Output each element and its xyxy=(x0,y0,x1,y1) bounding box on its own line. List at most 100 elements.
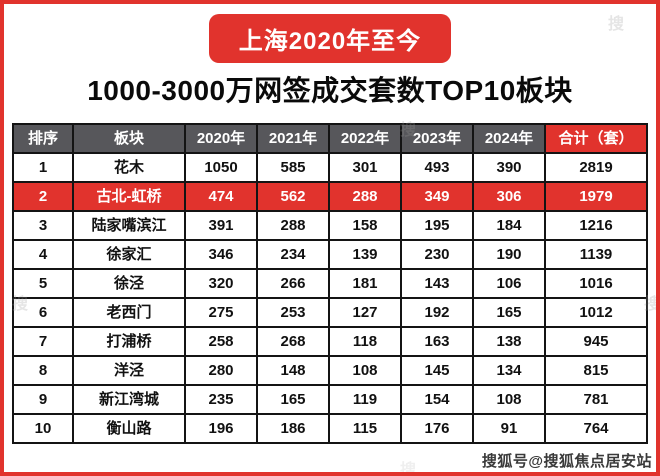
table-cell: 134 xyxy=(472,355,546,386)
table-cell: 徐家汇 xyxy=(72,239,186,270)
table-cell: 115 xyxy=(328,413,402,444)
table-cell: 148 xyxy=(256,355,330,386)
table-row: 4 徐家汇 346 234 139 230 190 1139 xyxy=(12,239,648,270)
table-cell: 洋泾 xyxy=(72,355,186,386)
table-cell: 764 xyxy=(544,413,648,444)
tile-watermark: 搜 xyxy=(400,462,417,476)
table-cell: 1050 xyxy=(184,152,258,183)
table-row: 3 陆家嘴滨江 391 288 158 195 184 1216 xyxy=(12,210,648,241)
table-cell: 5 xyxy=(12,268,74,299)
table-cell: 391 xyxy=(184,210,258,241)
column-header: 2020年 xyxy=(184,123,258,154)
table-cell: 3 xyxy=(12,210,74,241)
table-cell: 349 xyxy=(400,181,474,212)
table-cell: 186 xyxy=(256,413,330,444)
table-cell: 1012 xyxy=(544,297,648,328)
column-header: 2023年 xyxy=(400,123,474,154)
table-row: 7 打浦桥 258 268 118 163 138 945 xyxy=(12,326,648,357)
table-row: 2 古北-虹桥 474 562 288 349 306 1979 xyxy=(12,181,648,212)
table-cell: 781 xyxy=(544,384,648,415)
table-cell: 145 xyxy=(400,355,474,386)
column-header: 2022年 xyxy=(328,123,402,154)
table-cell: 106 xyxy=(472,268,546,299)
column-header: 板块 xyxy=(72,123,186,154)
table-cell: 154 xyxy=(400,384,474,415)
table-row: 9 新江湾城 235 165 119 154 108 781 xyxy=(12,384,648,415)
column-header: 2024年 xyxy=(472,123,546,154)
table-row: 8 洋泾 280 148 108 145 134 815 xyxy=(12,355,648,386)
banner-title: 上海2020年至今 xyxy=(208,14,452,63)
table-cell: 108 xyxy=(328,355,402,386)
table-cell: 139 xyxy=(328,239,402,270)
tile-watermark: 搜 xyxy=(608,16,625,33)
table-cell: 306 xyxy=(472,181,546,212)
table-cell: 打浦桥 xyxy=(72,326,186,357)
table-cell: 古北-虹桥 xyxy=(72,181,186,212)
table-cell: 192 xyxy=(400,297,474,328)
table-cell: 9 xyxy=(12,384,74,415)
table-cell: 10 xyxy=(12,413,74,444)
table-cell: 1 xyxy=(12,152,74,183)
table-cell: 474 xyxy=(184,181,258,212)
table-cell: 108 xyxy=(472,384,546,415)
table-cell: 945 xyxy=(544,326,648,357)
table-cell: 196 xyxy=(184,413,258,444)
table-row: 6 老西门 275 253 127 192 165 1012 xyxy=(12,297,648,328)
table-body: 1 花木 1050 585 301 493 390 2819 2 古北-虹桥 474 562 288 34… xyxy=(12,152,648,444)
table-cell: 268 xyxy=(256,326,330,357)
table-cell: 陆家嘴滨江 xyxy=(72,210,186,241)
table-cell: 288 xyxy=(256,210,330,241)
table-cell: 176 xyxy=(400,413,474,444)
table-row: 5 徐泾 320 266 181 143 106 1016 xyxy=(12,268,648,299)
table-cell: 118 xyxy=(328,326,402,357)
table-cell: 235 xyxy=(184,384,258,415)
table-cell: 266 xyxy=(256,268,330,299)
table-cell: 585 xyxy=(256,152,330,183)
table-cell: 275 xyxy=(184,297,258,328)
column-header: 2021年 xyxy=(256,123,330,154)
table-cell: 815 xyxy=(544,355,648,386)
column-header: 合计（套） xyxy=(544,123,648,154)
page-title: 1000-3000万网签成交套数TOP10板块 xyxy=(87,75,573,106)
table-cell: 288 xyxy=(328,181,402,212)
table-cell: 花木 xyxy=(72,152,186,183)
table-cell: 163 xyxy=(400,326,474,357)
top10-table: 排序 板块 2020年 2021年 2022年 2023年 2024年 合计（套） 1 花木 10… xyxy=(12,123,648,444)
table-cell: 184 xyxy=(472,210,546,241)
table-cell: 7 xyxy=(12,326,74,357)
table-cell: 493 xyxy=(400,152,474,183)
table-header-row: 排序 板块 2020年 2021年 2022年 2023年 2024年 合计（套） xyxy=(12,123,648,154)
table-cell: 138 xyxy=(472,326,546,357)
table-cell: 165 xyxy=(472,297,546,328)
table-cell: 119 xyxy=(328,384,402,415)
table-cell: 1216 xyxy=(544,210,648,241)
table-cell: 280 xyxy=(184,355,258,386)
table-cell: 91 xyxy=(472,413,546,444)
table-cell: 老西门 xyxy=(72,297,186,328)
table-cell: 158 xyxy=(328,210,402,241)
table-row: 1 花木 1050 585 301 493 390 2819 xyxy=(12,152,648,183)
table-cell: 2819 xyxy=(544,152,648,183)
table-cell: 127 xyxy=(328,297,402,328)
table-cell: 346 xyxy=(184,239,258,270)
table-header: 排序 板块 2020年 2021年 2022年 2023年 2024年 合计（套） xyxy=(12,123,648,154)
table-cell: 301 xyxy=(328,152,402,183)
watermark-credit: 搜狐号@搜狐焦点居安站 xyxy=(481,453,652,470)
table-cell: 253 xyxy=(256,297,330,328)
table-cell: 1016 xyxy=(544,268,648,299)
table-cell: 562 xyxy=(256,181,330,212)
table-cell: 新江湾城 xyxy=(72,384,186,415)
table-cell: 4 xyxy=(12,239,74,270)
table-cell: 143 xyxy=(400,268,474,299)
table-cell: 8 xyxy=(12,355,74,386)
table-cell: 234 xyxy=(256,239,330,270)
table-cell: 徐泾 xyxy=(72,268,186,299)
table-cell: 190 xyxy=(472,239,546,270)
table-cell: 195 xyxy=(400,210,474,241)
table-cell: 2 xyxy=(12,181,74,212)
table-cell: 181 xyxy=(328,268,402,299)
table-cell: 6 xyxy=(12,297,74,328)
table-cell: 320 xyxy=(184,268,258,299)
column-header: 排序 xyxy=(12,123,74,154)
